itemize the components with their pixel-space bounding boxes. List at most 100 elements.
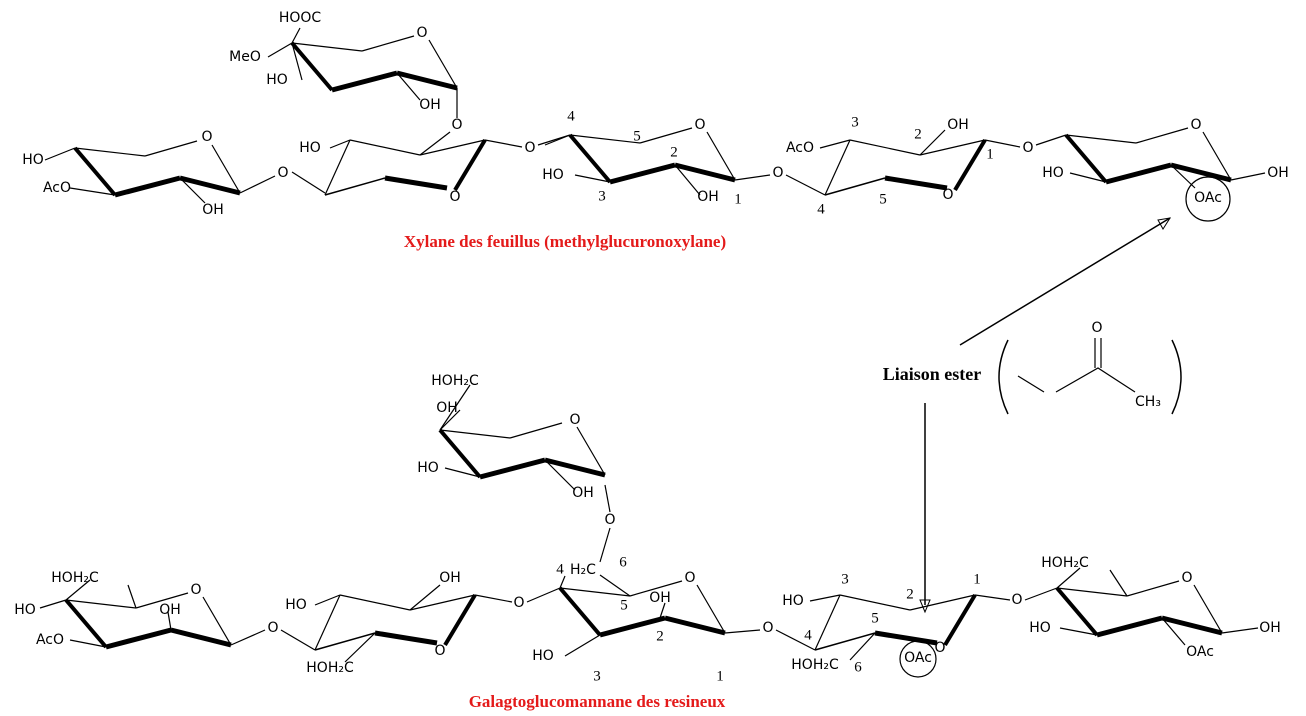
bond [545,135,570,145]
atom-label: OAc [904,650,932,666]
atom-label: 3 [593,668,601,684]
bond [240,176,275,193]
atom-label: O [569,412,580,428]
atom-label: HO [1042,165,1064,181]
bond [1025,588,1057,600]
atom-label: HOH₂C [791,657,839,673]
bond [815,633,875,650]
bond [1222,628,1258,633]
atom-label: 1 [986,146,994,162]
bond [362,36,414,51]
bond [840,595,910,610]
atom-label: OH [1267,165,1289,181]
atom-label: OH [572,485,594,501]
bond [640,128,692,143]
bond [945,595,975,645]
bond [1066,135,1136,143]
atom-label: HO [532,648,554,664]
bond [725,630,760,633]
bond [1162,618,1222,633]
bond [820,140,850,148]
bond [455,140,485,190]
bond [1127,581,1179,596]
bond [1106,165,1171,182]
atom-label: 6 [854,659,862,675]
atom-label: 6 [619,554,627,570]
bond [545,460,605,475]
atom-label: HO [542,167,564,183]
atom-label: 5 [871,610,879,626]
atom-label: 4 [567,108,575,124]
arrow [960,218,1170,345]
atom-label: O [762,620,773,636]
atom-label: O [434,643,445,659]
atom-label: OH [697,189,719,205]
atom-label: OH [436,400,458,416]
bond [825,140,850,195]
bond [45,148,75,160]
bond [565,635,600,656]
bond [1036,135,1066,145]
atom-label: OH [439,570,461,586]
atom-label: O [942,187,953,203]
bond [325,140,350,195]
atom-label: HOOC [279,10,322,26]
atom-label: HO [14,602,36,618]
atom-label: O [267,620,278,636]
atom-label: 3 [851,114,859,130]
atom-label: 1 [973,571,981,587]
bond [106,630,171,647]
atom-label: O [277,165,288,181]
bond [975,595,1010,600]
bond [281,630,315,650]
bond [385,178,447,188]
atom-label: 4 [556,561,564,577]
bond [340,595,410,610]
atom-label: 2 [670,144,678,160]
bond [850,140,920,155]
bond [350,140,420,155]
atom-label: AcO [43,180,71,196]
atom-label: HO [22,152,44,168]
atom-label: HOH₂C [1041,555,1089,571]
bond [1097,618,1162,635]
ester-label: Liaison ester [883,364,982,384]
bond [560,576,565,588]
atom-label: HO [266,72,288,88]
atom-label: 1 [734,191,742,207]
bond [1136,128,1188,143]
atom-label: 5 [633,128,641,144]
bond [180,178,240,193]
atom-label: 3 [598,188,606,204]
bond [445,595,475,645]
bond [292,172,325,193]
bond [1057,568,1080,588]
atom-label: MeO [229,49,261,65]
atom-label: O [513,595,524,611]
bond [115,178,180,195]
atom-label: OAc [1194,190,1222,206]
bond [397,73,457,88]
atom-label: OH [1259,620,1281,636]
bond [171,630,231,645]
bond [786,175,825,195]
atom-label: O [449,189,460,205]
atom-label: HO [417,460,439,476]
atom-label: 5 [879,191,887,207]
bond [875,633,937,643]
bond [292,43,362,51]
atom-label: O [1022,140,1033,156]
bond [485,140,522,147]
acetate [1018,338,1135,392]
bond [810,595,840,601]
atom-label: OH [159,602,181,618]
xylan-title: Xylane des feuillus (methylglucuronoxyla… [404,232,726,251]
bond [40,600,66,608]
atom-label: OH [202,202,224,218]
bond [675,165,735,180]
bond [665,618,725,633]
bond [325,178,385,195]
atom-label: HOH₂C [431,373,479,389]
bond [375,633,437,643]
bond [440,430,480,477]
